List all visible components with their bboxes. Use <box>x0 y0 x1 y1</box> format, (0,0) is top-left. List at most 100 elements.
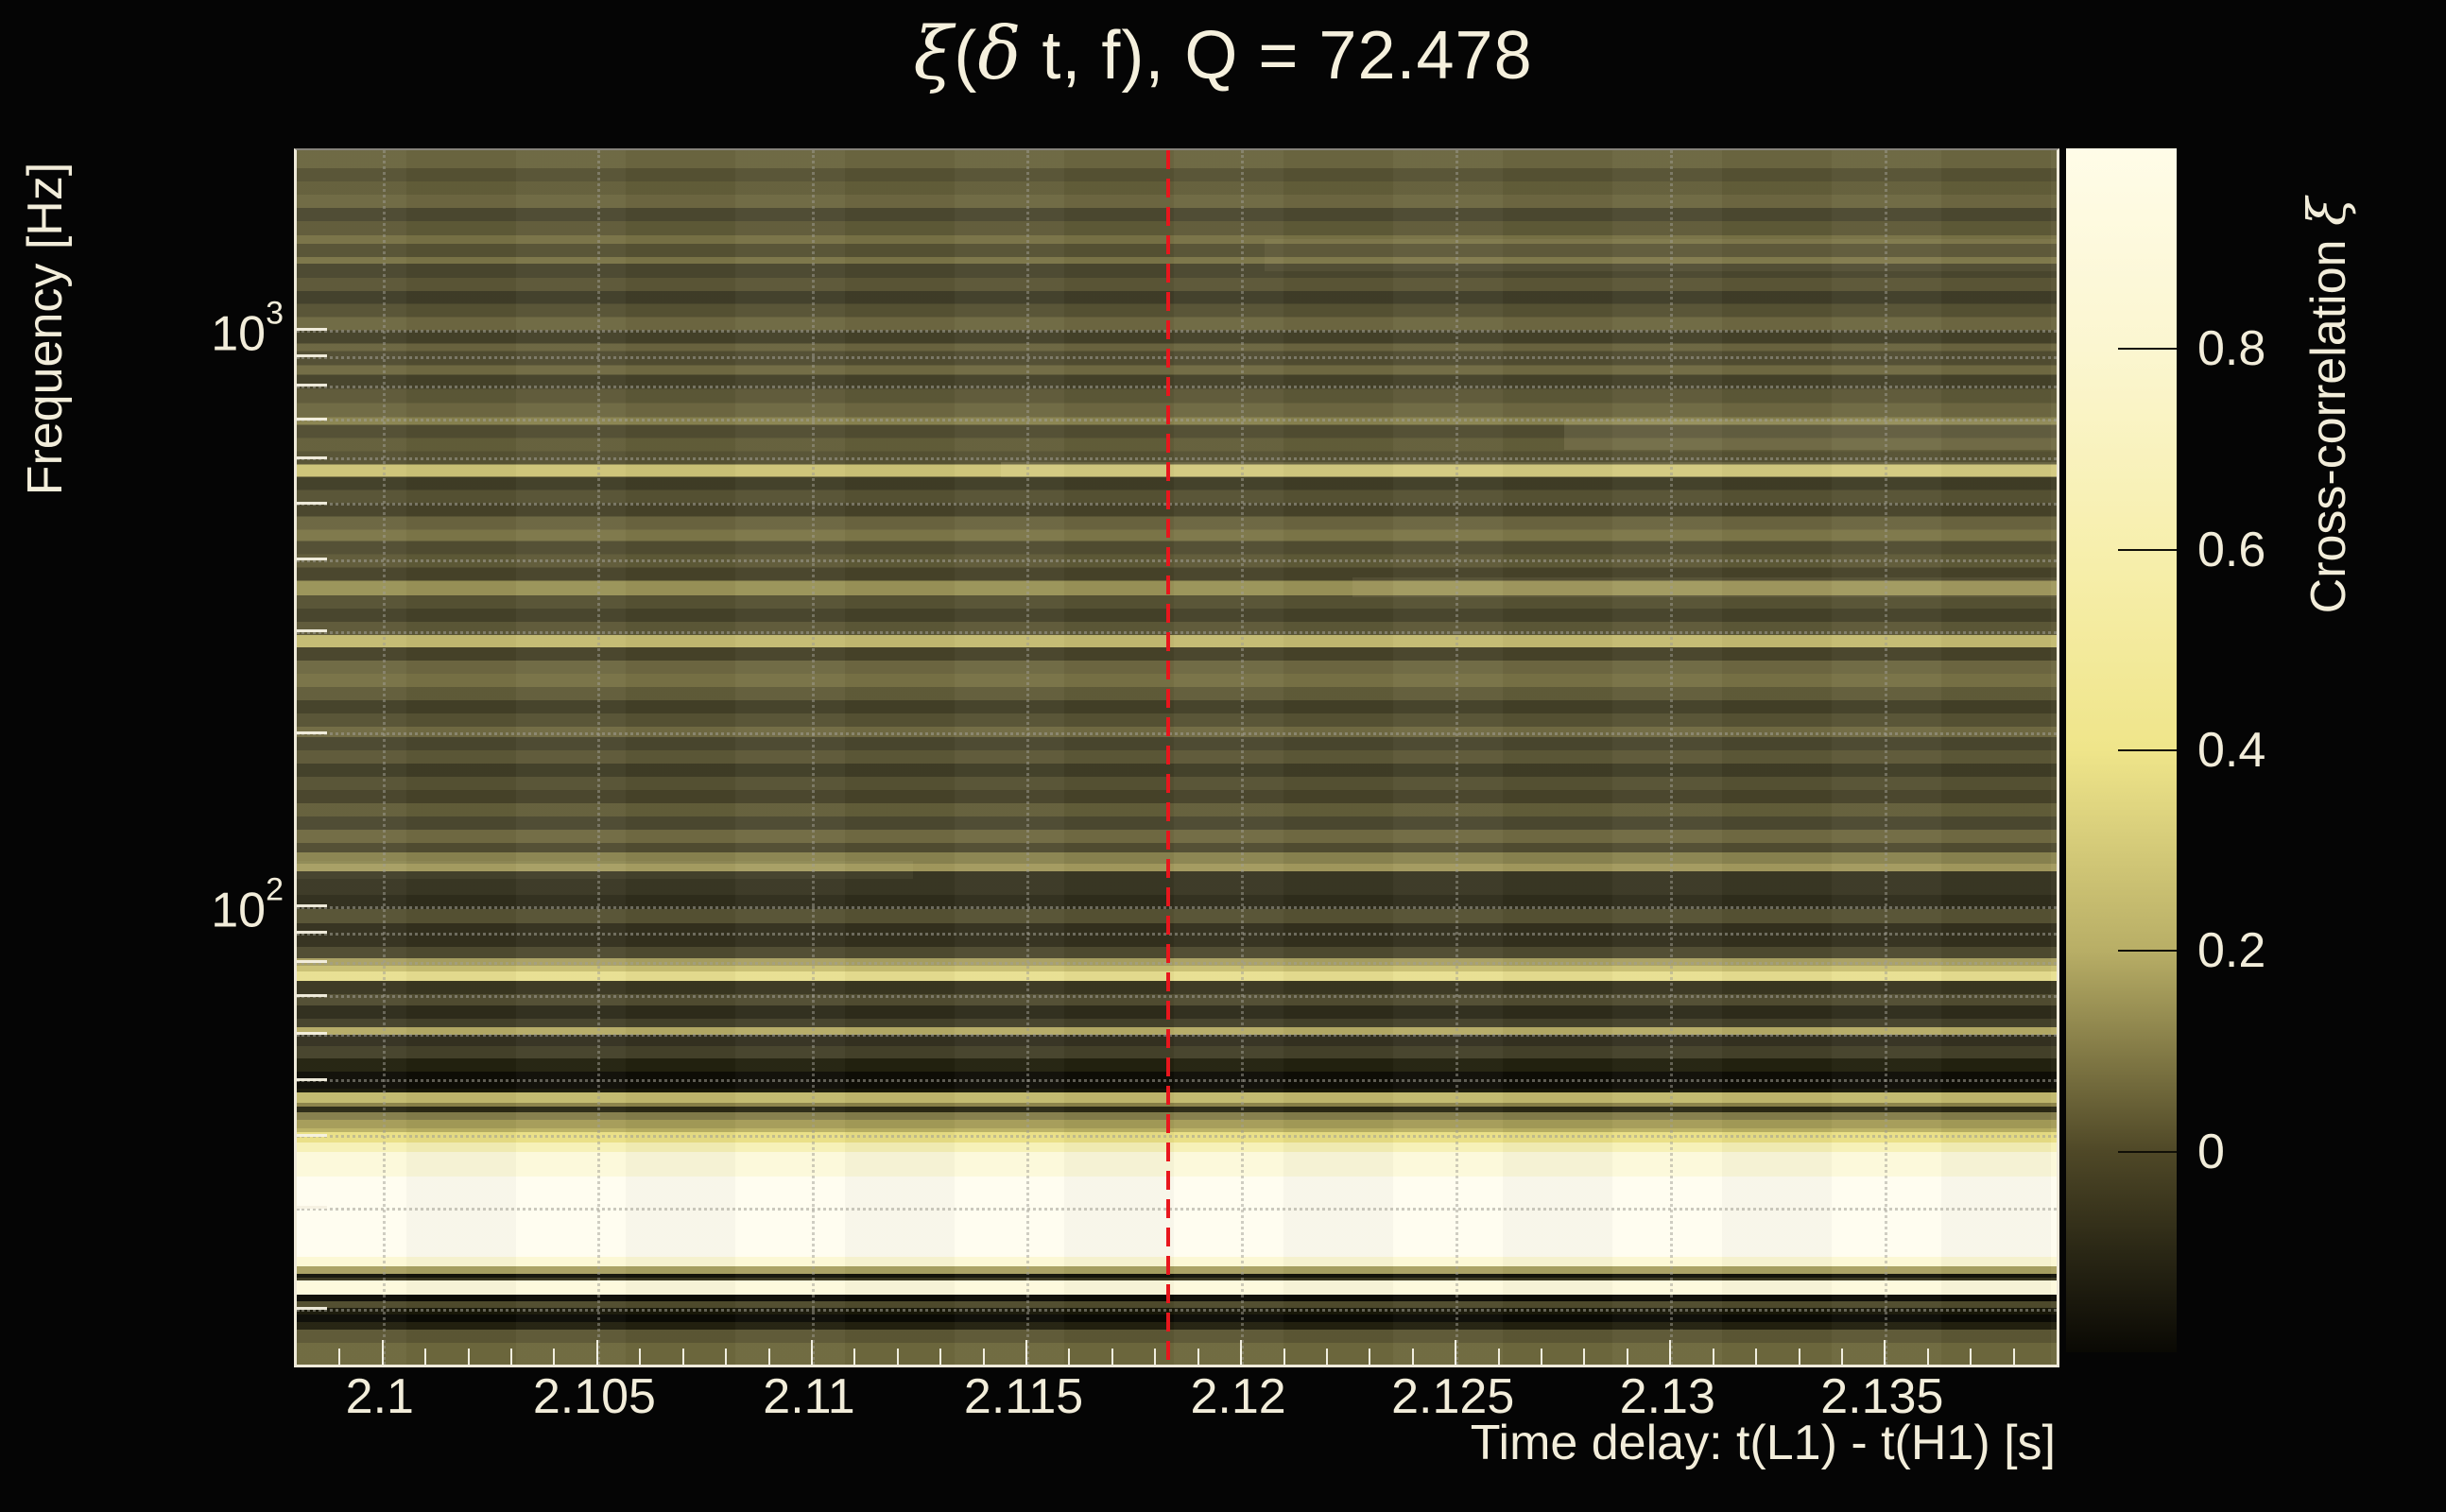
time-minor-tick <box>767 1349 770 1365</box>
time-minor-tick <box>1283 1349 1285 1365</box>
time-minor-tick <box>1926 1349 1929 1365</box>
freq-minor-tick <box>297 993 327 997</box>
time-gridline <box>1456 150 1459 1365</box>
colorbar-tick-label: 0.6 <box>2197 522 2266 577</box>
time-minor-tick <box>1884 1349 1886 1365</box>
time-gridline <box>1241 150 1245 1365</box>
y-tick-base: 10 <box>211 306 267 362</box>
x-tick-label: 2.1 <box>345 1369 414 1424</box>
freq-minor-tick <box>297 730 327 734</box>
time-minor-tick <box>1626 1349 1628 1365</box>
colorbar-title-text: Cross-correlation <box>2301 226 2356 614</box>
time-minor-tick <box>1755 1349 1758 1365</box>
time-gridline <box>1026 150 1030 1365</box>
freq-gridline <box>297 1079 2057 1083</box>
freq-minor-tick <box>297 629 327 633</box>
heatmap-texture <box>297 150 2057 1365</box>
freq-gridline <box>297 419 2057 422</box>
x-tick-label: 2.12 <box>1190 1369 1286 1424</box>
y-tick-exponent: 3 <box>266 295 284 332</box>
time-minor-tick <box>1025 1349 1028 1365</box>
time-minor-tick <box>2012 1349 2015 1365</box>
freq-gridline <box>297 558 2057 562</box>
time-minor-tick <box>1583 1349 1586 1365</box>
colorbar-tick-label: 0 <box>2197 1124 2225 1179</box>
marker-dashed-line <box>1165 150 1170 1365</box>
time-minor-tick <box>982 1349 985 1365</box>
bright-patch <box>1265 238 2057 272</box>
bright-patch <box>1000 462 2057 477</box>
freq-minor-tick <box>297 931 327 935</box>
time-minor-tick <box>725 1349 728 1365</box>
title-text: ( <box>954 18 978 94</box>
time-minor-tick <box>639 1349 642 1365</box>
freq-gridline <box>297 1207 2057 1211</box>
freq-minor-tick <box>297 960 327 964</box>
freq-gridline <box>297 932 2057 936</box>
freq-minor-tick <box>297 328 327 332</box>
time-minor-tick <box>1111 1349 1113 1365</box>
time-minor-tick <box>1369 1349 1371 1365</box>
x-tick-label: 2.135 <box>1820 1369 1944 1424</box>
greek-symbol: δ <box>977 11 1023 95</box>
time-minor-tick <box>1541 1349 1543 1365</box>
greek-symbol: ξ <box>2297 197 2357 227</box>
colorbar-tick <box>2118 348 2177 351</box>
freq-minor-tick <box>297 558 327 561</box>
freq-gridline <box>297 732 2057 736</box>
time-minor-tick <box>510 1349 513 1365</box>
freq-minor-tick <box>297 1077 327 1081</box>
colorbar-title: Cross-correlation ξ <box>2297 141 2357 670</box>
time-minor-tick <box>896 1349 899 1365</box>
time-minor-tick <box>553 1349 556 1365</box>
y-tick-exponent: 2 <box>266 871 284 908</box>
x-tick-label: 2.13 <box>1619 1369 1715 1424</box>
time-gridline <box>596 150 600 1365</box>
plot-frame <box>294 148 2059 1367</box>
y-tick-label: 102 <box>0 873 284 935</box>
x-tick-label: 2.125 <box>1391 1369 1515 1424</box>
freq-gridline <box>297 961 2057 965</box>
colorbar-tick-label: 0.2 <box>2197 923 2266 979</box>
freq-gridline <box>297 1033 2057 1037</box>
time-minor-tick <box>1497 1349 1500 1365</box>
bright-patch <box>297 860 913 879</box>
x-tick-label: 2.11 <box>763 1369 855 1424</box>
time-minor-tick <box>424 1349 427 1365</box>
time-minor-tick <box>1669 1349 1672 1365</box>
colorbar-tick <box>2118 1150 2177 1153</box>
time-minor-tick <box>467 1349 470 1365</box>
freq-minor-tick <box>297 384 327 387</box>
time-gridline <box>1885 150 1888 1365</box>
freq-gridline <box>297 1135 2057 1139</box>
time-minor-tick <box>1068 1349 1071 1365</box>
freq-gridline <box>297 503 2057 507</box>
x-tick-label: 2.105 <box>532 1369 656 1424</box>
time-gridline <box>811 150 815 1365</box>
colorbar-tick <box>2118 548 2177 551</box>
freq-minor-tick <box>297 904 327 908</box>
freq-minor-tick <box>297 417 327 421</box>
time-minor-tick <box>1240 1349 1243 1365</box>
freq-gridline <box>297 1308 2057 1312</box>
time-minor-tick <box>1840 1349 1843 1365</box>
page-title: ξ(δ t, f), Q = 72.478 <box>0 13 2446 94</box>
freq-minor-tick <box>297 1206 327 1210</box>
freq-gridline <box>297 385 2057 388</box>
freq-gridline <box>297 329 2057 333</box>
time-minor-tick <box>381 1349 384 1365</box>
colorbar-tick <box>2118 950 2177 953</box>
freq-gridline <box>297 630 2057 634</box>
bright-patch <box>1563 420 2057 451</box>
heatmap-canvas <box>297 150 2057 1365</box>
time-minor-tick <box>595 1349 598 1365</box>
freq-minor-tick <box>297 1133 327 1137</box>
colorbar-tick-label: 0.4 <box>2197 723 2266 778</box>
x-axis-title: Time delay: t(L1) - t(H1) [s] <box>1470 1416 2056 1470</box>
freq-minor-tick <box>297 354 327 358</box>
time-minor-tick <box>1712 1349 1714 1365</box>
time-minor-tick <box>1325 1349 1328 1365</box>
time-minor-tick <box>939 1349 942 1365</box>
freq-gridline <box>297 905 2057 909</box>
